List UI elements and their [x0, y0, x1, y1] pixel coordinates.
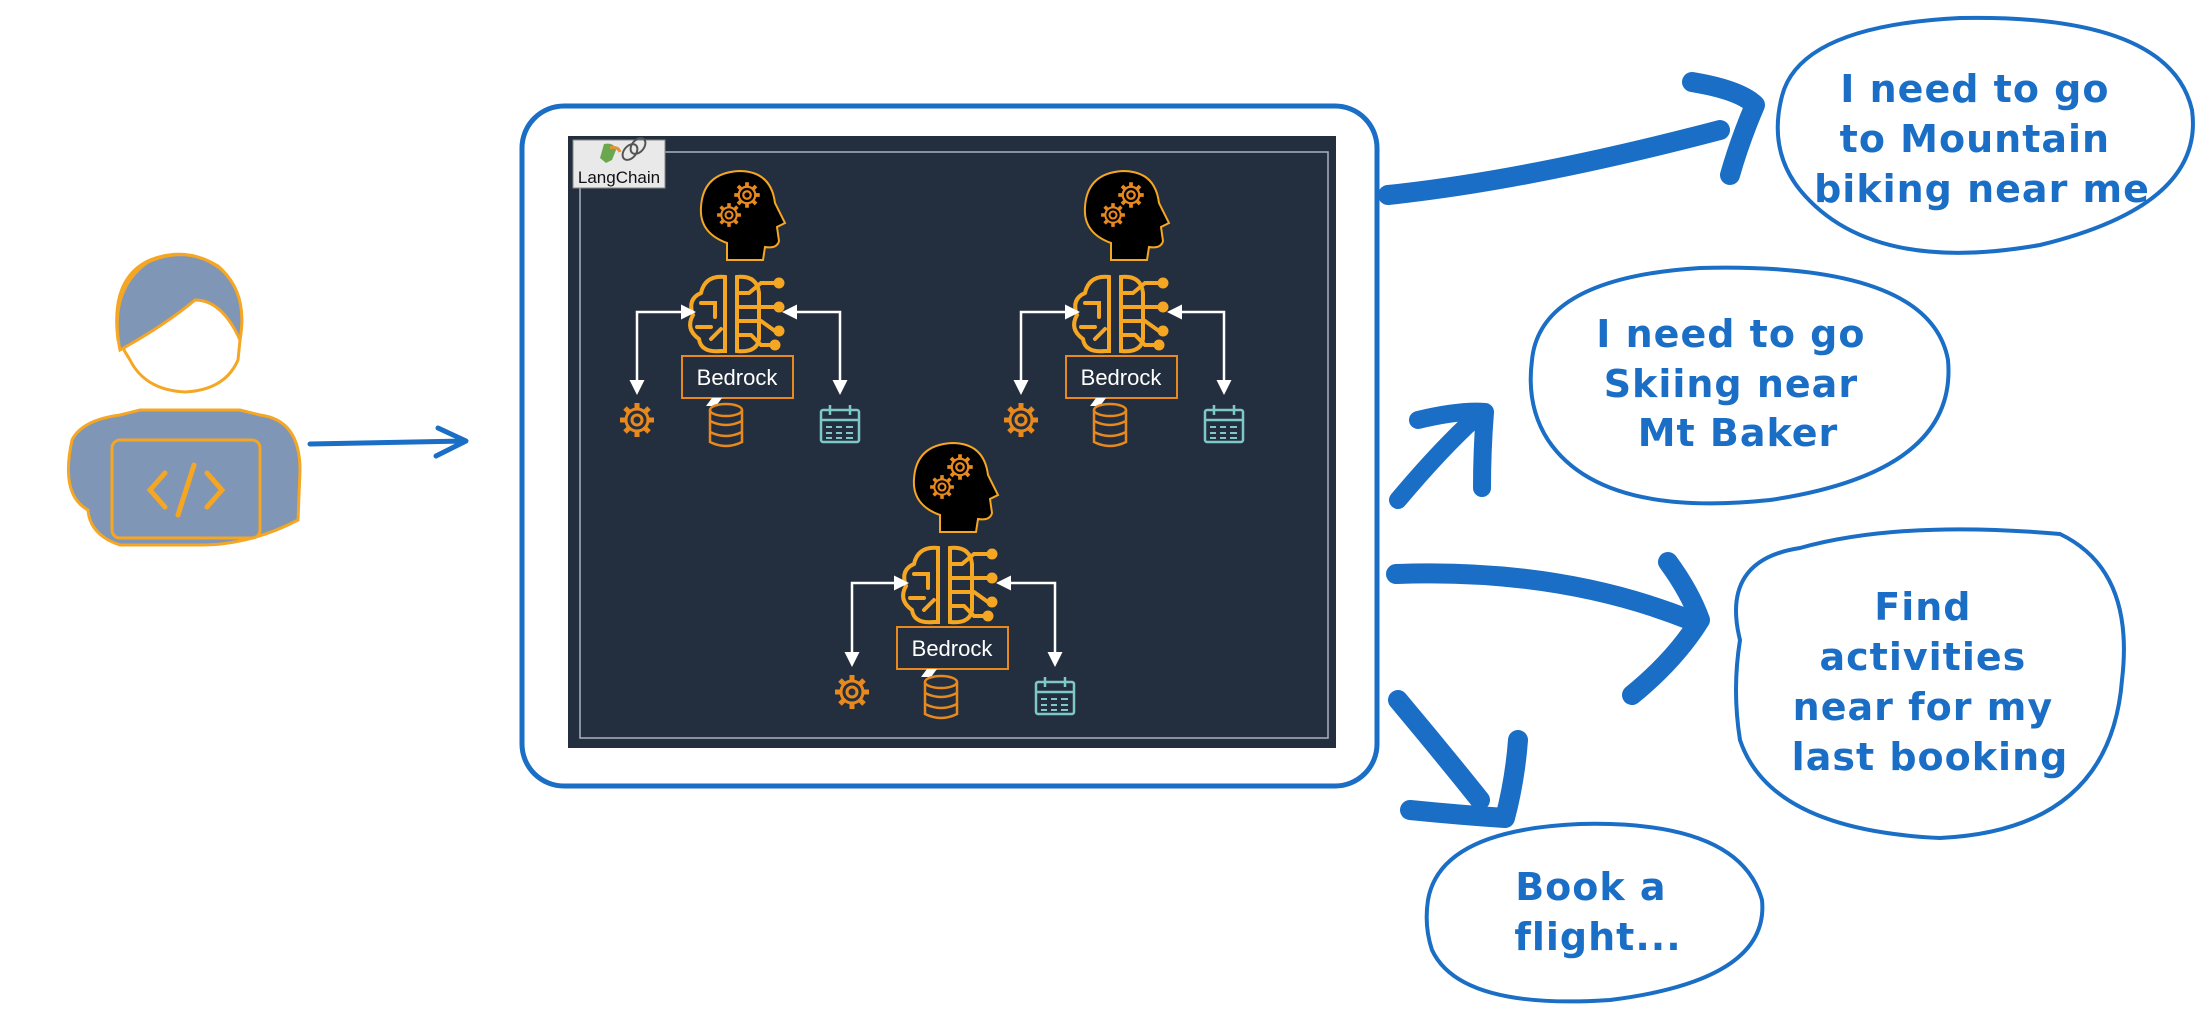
arrow-to-prompt-3: [1386, 552, 1710, 705]
bedrock-agent-1: Bedrock: [620, 171, 861, 448]
chain-link-icon: [621, 137, 647, 161]
prompt-line: Mt Baker: [1638, 411, 1839, 455]
prompt-line: I need to go: [1840, 67, 2109, 111]
prompt-bubble-1: I need to go to Mountain biking near me: [1775, 15, 2195, 255]
bedrock-label: Bedrock: [1081, 365, 1163, 390]
arrow-to-prompt-4: [1388, 690, 1528, 828]
tool-arrow: [844, 575, 909, 667]
app-frame: [519, 103, 1380, 789]
prompt-line: to Mountain: [1840, 117, 2110, 161]
prompt-line: Skiing near: [1604, 362, 1858, 406]
prompt-text-1: I need to go to Mountain biking near me: [1814, 67, 2150, 211]
prompt-line: Find: [1874, 585, 1971, 629]
calendar-arrow: [996, 575, 1063, 667]
parrot-icon: [600, 143, 622, 163]
prompt-bubble-3: Find activities near for my last booking: [1734, 527, 2126, 841]
prompt-line: Book a: [1515, 865, 1666, 909]
prompt-line: flight...: [1514, 915, 1681, 959]
prompt-line: last booking: [1792, 735, 2069, 779]
calendar-arrow: [1167, 304, 1232, 395]
arrow-to-prompt-2: [1389, 402, 1494, 509]
prompt-line: activities: [1820, 635, 2027, 679]
tool-arrow: [1013, 304, 1080, 395]
prompt-line: near for my: [1793, 685, 2053, 729]
langchain-label: LangChain: [578, 168, 660, 187]
bedrock-agent-3: Bedrock: [835, 443, 1076, 720]
calendar-arrow: [782, 304, 848, 395]
prompt-bubble-2: I need to go Skiing near Mt Baker: [1528, 265, 1951, 506]
langchain-logo: LangChain: [572, 137, 666, 189]
prompt-text-3: Find activities near for my last booking: [1792, 585, 2069, 779]
bedrock-label: Bedrock: [697, 365, 779, 390]
bedrock-label: Bedrock: [912, 636, 994, 661]
prompt-bubble-4: Book a flight...: [1424, 821, 1765, 1004]
prompt-text-4: Book a flight...: [1514, 865, 1681, 959]
user-to-app-arrow: [307, 425, 469, 459]
bedrock-agent-2: Bedrock: [1004, 171, 1245, 448]
prompt-line: biking near me: [1814, 167, 2150, 211]
developer-user-icon: [66, 252, 302, 547]
arrow-to-prompt-1: [1378, 72, 1765, 205]
prompt-line: I need to go: [1596, 312, 1865, 356]
prompt-text-2: I need to go Skiing near Mt Baker: [1596, 312, 1879, 455]
tool-arrow: [629, 304, 696, 395]
